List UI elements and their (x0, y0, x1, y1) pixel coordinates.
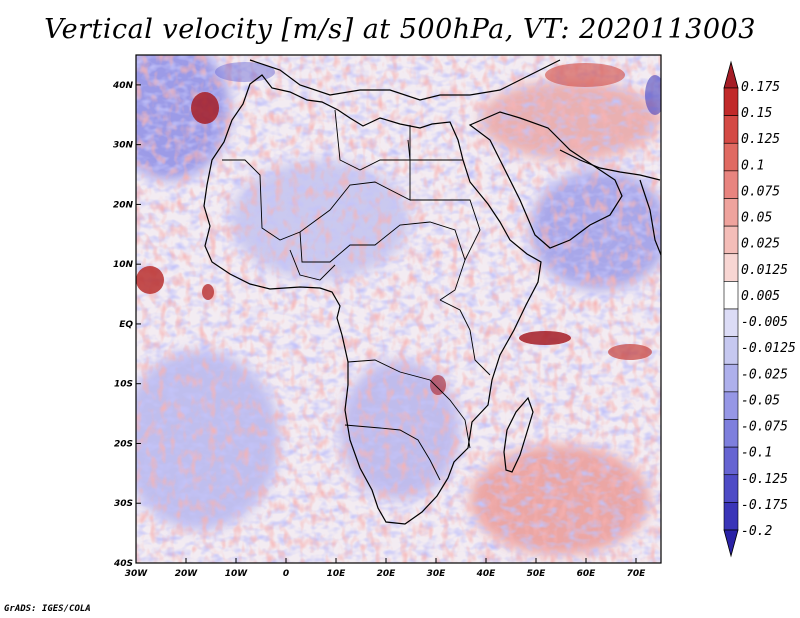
border-south2 (344, 424, 441, 481)
border-libya (334, 109, 410, 171)
colorbar-label: -0.125 (741, 472, 788, 487)
cell-up-6 (545, 63, 625, 87)
political-borders (222, 109, 491, 481)
colorbar-label: -0.075 (741, 420, 788, 435)
colorbar-label: -0.175 (741, 498, 788, 513)
colorbar-label: 0.05 (741, 211, 772, 226)
colorbar-label: -0.05 (741, 393, 780, 408)
lat-tick-label: 30S (114, 499, 133, 509)
lat-tick-label: 40N (112, 81, 134, 91)
colorbar-top-triangle (723, 60, 739, 89)
lon-tick-label: 30W (125, 569, 149, 579)
colorbar-segment (723, 336, 739, 365)
cell-strong-up-3 (202, 284, 214, 300)
colorbar: 0.175 0.15 0.125 0.1 0.075 0.05 0.025 0.0125 0.0… (723, 60, 796, 558)
colorbar-label: -0.025 (741, 367, 788, 382)
colorbar-label: -0.1 (741, 446, 772, 461)
colorbar-segment (723, 198, 739, 227)
colorbar-segment (723, 281, 739, 310)
lat-tick-label: 20N (113, 200, 134, 210)
colorbar-segment (723, 115, 739, 144)
cell-strong-up-2 (136, 266, 164, 294)
lat-tick-label: EQ (119, 320, 133, 330)
border-east (439, 299, 491, 376)
lat-tick-label: 40S (113, 559, 133, 569)
colorbar-label: -0.005 (741, 315, 788, 330)
lat-tick-label: 10N (113, 260, 134, 270)
border-sahara (222, 139, 411, 241)
colorbar-segment (723, 446, 739, 476)
grads-credit: GrADS: IGES/COLA (4, 604, 91, 614)
field-plot (136, 55, 661, 563)
lon-tick-label: 20W (175, 569, 199, 579)
noise-upward (136, 55, 661, 563)
lat-tick-label: 20S (114, 439, 133, 449)
cell-strong-down-1 (645, 75, 661, 115)
lon-tick-label: 70E (627, 569, 647, 579)
colorbar-label: -0.0125 (741, 341, 796, 356)
colorbar-bottom-triangle (723, 529, 739, 558)
lon-tick-label: 10W (225, 569, 249, 579)
colorbar-label: 0.075 (741, 184, 780, 199)
lat-tick-label: 30N (113, 141, 134, 151)
arabia-coastline (468, 111, 623, 249)
lon-tick-label: 30E (427, 569, 447, 579)
border-egypt (409, 125, 463, 161)
colorbar-label: 0.175 (741, 80, 780, 95)
persian-coastline (559, 149, 661, 181)
border-nigeria (289, 249, 336, 281)
africa-coastline (203, 74, 542, 525)
lat-tick-label: 10S (114, 380, 133, 390)
cell-strong-up-4 (519, 331, 571, 345)
india-coastline (639, 179, 661, 256)
plot-frame (135, 54, 662, 564)
colorbar-segment (723, 474, 739, 503)
europe-coastline (249, 59, 561, 101)
madagascar-coastline (503, 396, 534, 473)
colorbar-label: 0.1 (741, 158, 764, 173)
cell-strong-up-5 (608, 344, 652, 360)
colorbar-label: 0.0125 (741, 263, 788, 278)
colorbar-segment (723, 502, 739, 531)
lon-tick-label: 60E (577, 569, 597, 579)
colorbar-segment (723, 308, 739, 337)
lon-tick-label: 10E (327, 569, 347, 579)
colorbar-segment (723, 170, 739, 199)
colorbar-segment (723, 142, 739, 172)
colorbar-label: 0.025 (741, 237, 780, 252)
colorbar-segment (723, 419, 739, 448)
colorbar-label: 0.15 (741, 106, 772, 121)
border-sudan (410, 199, 481, 261)
lon-tick-label: 20E (377, 569, 397, 579)
map-title: Vertical velocity [m/s] at 500hPa, VT: 2… (44, 14, 756, 45)
colorbar-label: 0.125 (741, 132, 780, 147)
lon-tick-label: 50E (527, 569, 547, 579)
axis-ticks: 30W 20W 10W 0 10E 20E 30E 40E 50E 60E 70E 40N 30N 20N… (112, 81, 646, 579)
border-south (347, 359, 471, 449)
colorbar-segment (723, 87, 739, 116)
cell-strong-up-7 (430, 375, 446, 395)
colorbar-segment (723, 363, 739, 393)
cell-strong-up-1 (191, 92, 219, 124)
lon-tick-label: 0 (283, 569, 289, 579)
colorbar-segment (723, 253, 739, 282)
colorbar-segment (723, 391, 739, 420)
lon-tick-label: 40E (476, 569, 497, 579)
colorbar-label: 0.005 (741, 289, 780, 304)
colorbar-label: -0.2 (741, 524, 772, 539)
colorbar-segment (723, 225, 739, 255)
border-central (299, 221, 466, 301)
coastlines (203, 59, 661, 525)
